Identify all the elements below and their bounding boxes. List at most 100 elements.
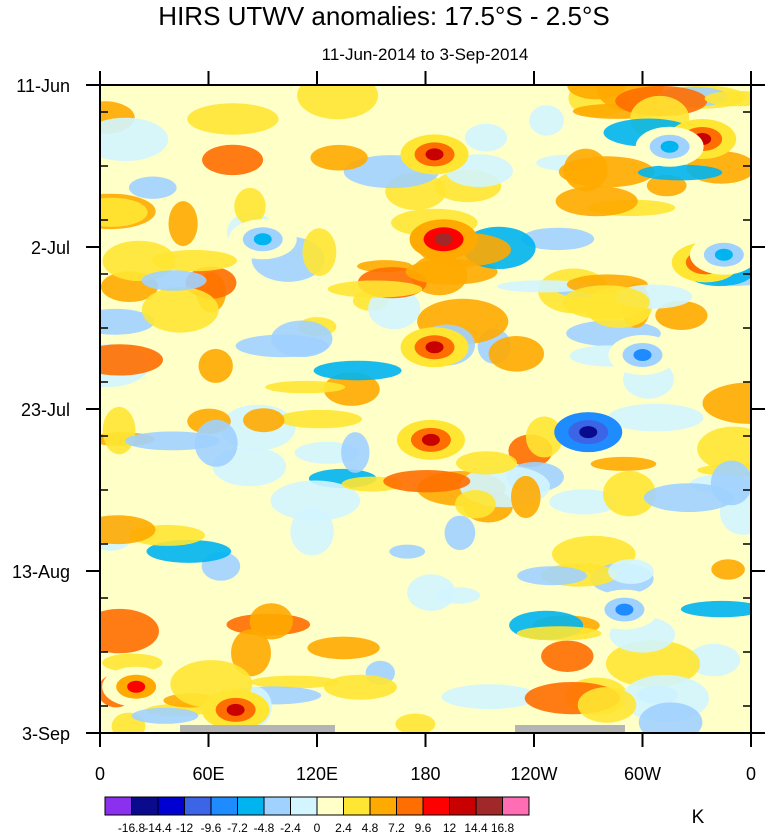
colorbar-tick-label: -2.4 — [280, 821, 301, 834]
colorbar-tick-label: 12 — [443, 821, 457, 834]
anomaly-patch — [243, 408, 285, 433]
colorbar-unit: K — [692, 807, 705, 828]
anomaly-field — [100, 85, 751, 733]
anomaly-patch — [389, 544, 426, 559]
anomaly-patch — [395, 713, 436, 733]
anomaly-patch — [324, 674, 397, 700]
anomaly-patch — [100, 344, 163, 376]
anomaly-patch — [307, 636, 380, 660]
x-tick-labels: 0 60E 120E 180 120W 60W 0 — [95, 764, 756, 784]
chart-title: HIRS UTWV anomalies: 17.5°S - 2.5°S — [158, 1, 609, 31]
anomaly-patch — [562, 285, 650, 320]
x-tick-label: 60W — [624, 764, 661, 784]
x-tick-label: 180 — [410, 764, 440, 784]
anomaly-patch — [687, 643, 741, 677]
anomaly-patch — [271, 320, 333, 358]
anomaly-patch — [270, 480, 361, 521]
anomaly-patch — [278, 409, 362, 429]
colorbar-tick-label: -4.8 — [254, 821, 275, 834]
anomaly-patch — [549, 489, 619, 515]
x-tick-label: 120E — [296, 764, 338, 784]
anomaly-patch — [488, 336, 544, 372]
colorbar-tick-label: 16.8 — [491, 821, 515, 834]
anomaly-patch — [525, 416, 563, 458]
colorbar-swatch — [449, 796, 477, 816]
missing-data-strip-1 — [180, 725, 335, 733]
anomaly-patch — [231, 629, 271, 677]
anomaly-patch — [517, 566, 587, 586]
colorbar-swatch — [157, 796, 185, 816]
colorbar-swatch — [184, 796, 212, 816]
anomaly-patch — [444, 515, 476, 550]
y-tick-label: 23-Jul — [21, 400, 70, 420]
anomaly-patch — [577, 687, 637, 723]
y-tick-label: 13-Aug — [12, 562, 70, 582]
missing-data-strip-2 — [515, 725, 625, 733]
colorbar: -16.8 -14.4 -12 -9.6 -7.2 -4.8 -2.4 0 2.4 4.8 7.2 9… — [104, 796, 530, 834]
anomaly-patch — [102, 406, 136, 455]
anomaly-patch — [100, 515, 156, 545]
chart-subtitle: 11-Jun-2014 to 3-Sep-2014 — [322, 45, 529, 64]
colorbar-swatch — [237, 796, 265, 816]
anomaly-patch — [100, 308, 155, 335]
colorbar-swatch — [396, 796, 424, 816]
anomaly-patch — [250, 675, 339, 689]
colorbar-swatch — [502, 796, 530, 816]
anomaly-patch — [194, 419, 238, 467]
anomaly-patch — [555, 186, 638, 217]
anomaly-patch — [655, 301, 708, 330]
anomaly-patch — [511, 475, 541, 519]
colorbar-swatch — [290, 796, 318, 816]
colorbar-swatch — [210, 796, 238, 816]
anomaly-feature — [633, 349, 652, 361]
anomaly-patch — [341, 432, 370, 473]
y-tick-labels: 11-Jun 2-Jul 23-Jul 13-Aug 3-Sep — [12, 76, 70, 744]
anomaly-patch — [697, 426, 751, 471]
anomaly-patch — [151, 249, 238, 272]
anomaly-feature — [425, 341, 444, 354]
colorbar-tick-label: 7.2 — [388, 821, 405, 834]
y-tick-label: 3-Sep — [22, 724, 70, 744]
anomaly-patch — [521, 227, 595, 251]
anomaly-patch — [198, 348, 233, 383]
anomaly-feature — [253, 233, 272, 246]
colorbar-tick-label: -9.6 — [201, 821, 222, 834]
anomaly-patch — [102, 240, 176, 282]
colorbar-tick-label: 9.6 — [415, 821, 432, 834]
anomaly-patch — [313, 360, 402, 381]
colorbar-tick-label: 4.8 — [362, 821, 379, 834]
anomaly-patch — [249, 603, 293, 640]
anomaly-feature — [127, 680, 146, 693]
anomaly-patch — [202, 144, 264, 176]
anomaly-patch — [605, 640, 701, 688]
x-tick-label: 0 — [746, 764, 756, 784]
x-tick-label: 120W — [510, 764, 557, 784]
anomaly-patch — [368, 287, 421, 330]
anomaly-patch — [407, 574, 456, 611]
anomaly-patch — [704, 90, 751, 107]
anomaly-feature — [226, 703, 245, 716]
anomaly-patch — [464, 123, 508, 152]
anomaly-patch — [234, 187, 266, 225]
anomaly-feature — [421, 433, 440, 446]
anomaly-patch — [643, 483, 734, 512]
colorbar-tick-label: -7.2 — [227, 821, 248, 834]
anomaly-patch — [100, 117, 169, 162]
anomaly-patch — [711, 559, 745, 580]
anomaly-feature — [579, 426, 598, 439]
x-tick-label: 60E — [192, 764, 224, 784]
colorbar-swatch — [475, 796, 503, 816]
anomaly-patch — [141, 270, 207, 291]
colorbar-swatch — [131, 796, 159, 816]
anomaly-patch — [590, 456, 657, 471]
anomaly-feature — [425, 148, 444, 161]
colorbar-swatch — [263, 796, 291, 816]
anomaly-feature — [660, 140, 679, 153]
anomaly-patch — [310, 144, 368, 171]
anomaly-patch — [608, 559, 654, 584]
anomaly-feature — [434, 233, 453, 246]
anomaly-patch — [323, 372, 380, 406]
anomaly-patch — [102, 653, 163, 672]
anomaly-patch — [638, 702, 703, 733]
anomaly-patch — [383, 470, 471, 493]
